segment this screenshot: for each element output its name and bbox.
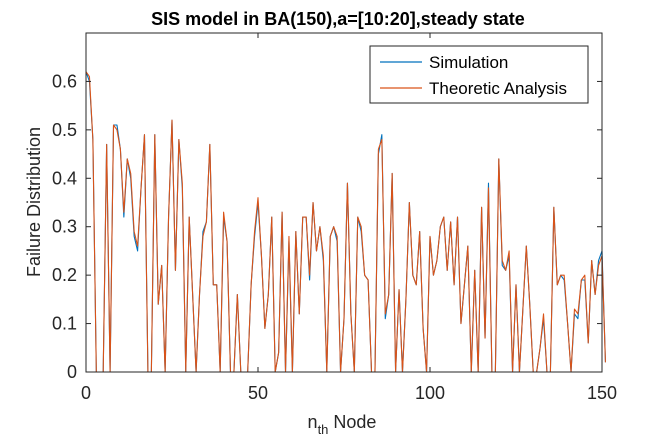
- legend-label-theoretic-analysis: Theoretic Analysis: [429, 79, 567, 98]
- x-axis-label: nth Node: [308, 412, 377, 437]
- y-tick-label: 0.6: [52, 71, 77, 91]
- x-tick-label: 0: [81, 383, 91, 403]
- x-tick-label: 100: [415, 383, 445, 403]
- y-tick-label: 0: [67, 362, 77, 382]
- x-tick-label: 150: [587, 383, 617, 403]
- series-line-theoretic-analysis: [85, 71, 606, 373]
- y-tick-label: 0.2: [52, 265, 77, 285]
- y-tick-label: 0.1: [52, 314, 77, 334]
- x-tick-label: 50: [248, 383, 268, 403]
- axes-box: [85, 32, 603, 373]
- y-tick-label: 0.4: [52, 168, 77, 188]
- legend-box: [369, 45, 589, 104]
- chart-title: SIS model in BA(150),a=[10:20],steady st…: [151, 9, 525, 29]
- legend-label-simulation: Simulation: [429, 53, 508, 72]
- x-axis-label-subscript: th: [318, 422, 329, 437]
- y-tick-label: 0.3: [52, 217, 77, 237]
- series-layer: [85, 71, 606, 373]
- y-axis: 0 0.1 0.2 0.3 0.4 0.5 0.6: [52, 71, 602, 382]
- x-axis-label-base: n: [308, 412, 318, 432]
- y-axis-label: Failure Distribution: [24, 127, 44, 277]
- x-axis-label-rest: Node: [328, 412, 376, 432]
- legend: Simulation Theoretic Analysis: [369, 45, 589, 104]
- y-tick-label: 0.5: [52, 120, 77, 140]
- x-axis: 0 50 100 150: [81, 33, 617, 403]
